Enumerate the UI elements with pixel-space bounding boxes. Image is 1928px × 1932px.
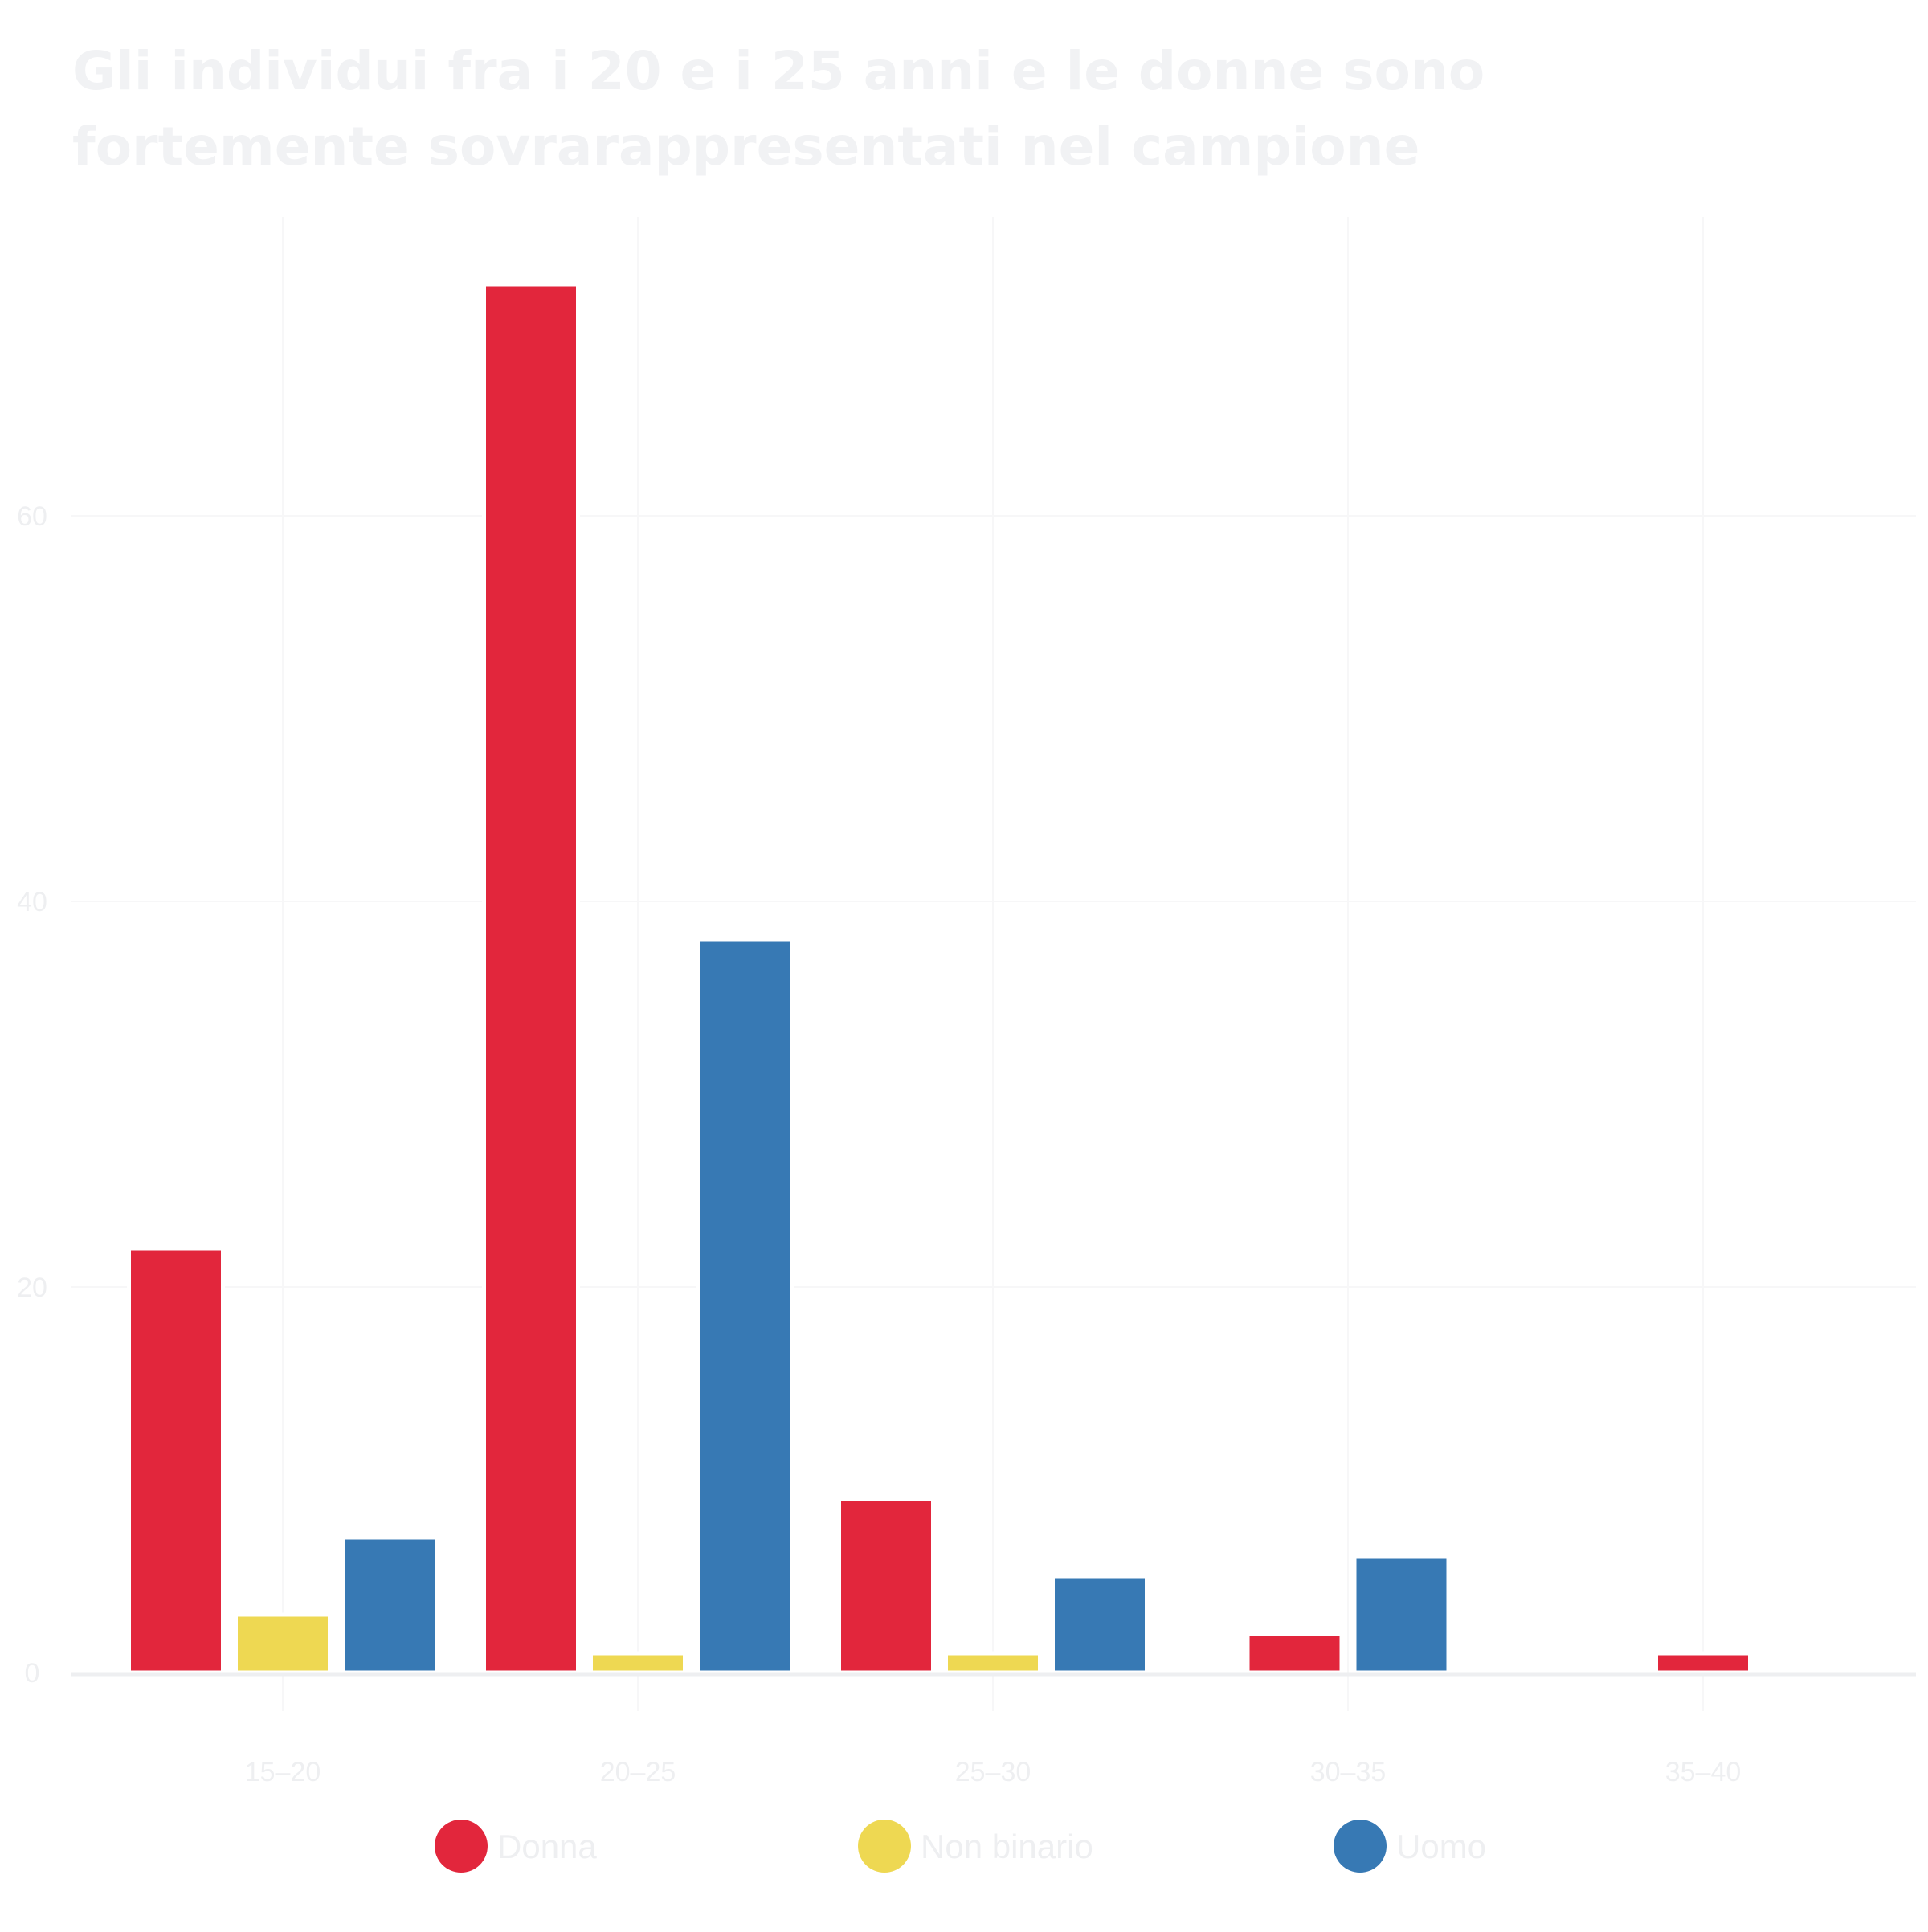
chart-title: Gli individui fra i 20 e i 25 anni e le … bbox=[72, 40, 1485, 178]
bar-non-binario bbox=[589, 1651, 687, 1675]
bar-uomo bbox=[341, 1535, 439, 1675]
bar-donna bbox=[1654, 1651, 1752, 1675]
bar-donna bbox=[837, 1497, 935, 1675]
bar-uomo bbox=[1352, 1554, 1451, 1675]
legend-swatch bbox=[858, 1820, 911, 1873]
bars bbox=[127, 282, 1752, 1675]
legend-label: Donna bbox=[497, 1828, 597, 1865]
legend: Donna Non binario Uomo bbox=[435, 1820, 1486, 1873]
bar-uomo bbox=[696, 937, 794, 1675]
x-axis-ticks: 15–20 20–25 25–30 30–35 35–40 bbox=[245, 1757, 1742, 1787]
bar-donna bbox=[127, 1246, 225, 1675]
x-tick-label: 30–35 bbox=[1310, 1757, 1387, 1787]
legend-swatch bbox=[1334, 1820, 1387, 1873]
x-tick-label: 25–30 bbox=[955, 1757, 1031, 1787]
legend-label: Uomo bbox=[1396, 1828, 1486, 1865]
y-axis-ticks: 0 20 40 60 bbox=[17, 501, 47, 1689]
bar-donna bbox=[1245, 1632, 1344, 1675]
bar-uomo bbox=[1051, 1574, 1149, 1675]
bar-non-binario bbox=[234, 1612, 332, 1675]
y-tick-label: 0 bbox=[25, 1658, 40, 1689]
y-tick-label: 60 bbox=[17, 501, 47, 532]
grid-lines bbox=[71, 217, 1916, 1711]
legend-label: Non binario bbox=[921, 1828, 1093, 1865]
bar-non-binario bbox=[944, 1651, 1042, 1675]
y-tick-label: 40 bbox=[17, 887, 47, 917]
x-tick-label: 20–25 bbox=[600, 1757, 676, 1787]
y-tick-label: 20 bbox=[17, 1272, 47, 1303]
legend-swatch bbox=[435, 1820, 488, 1873]
x-tick-label: 15–20 bbox=[245, 1757, 321, 1787]
x-tick-label: 35–40 bbox=[1665, 1757, 1742, 1787]
bar-donna bbox=[482, 282, 580, 1675]
